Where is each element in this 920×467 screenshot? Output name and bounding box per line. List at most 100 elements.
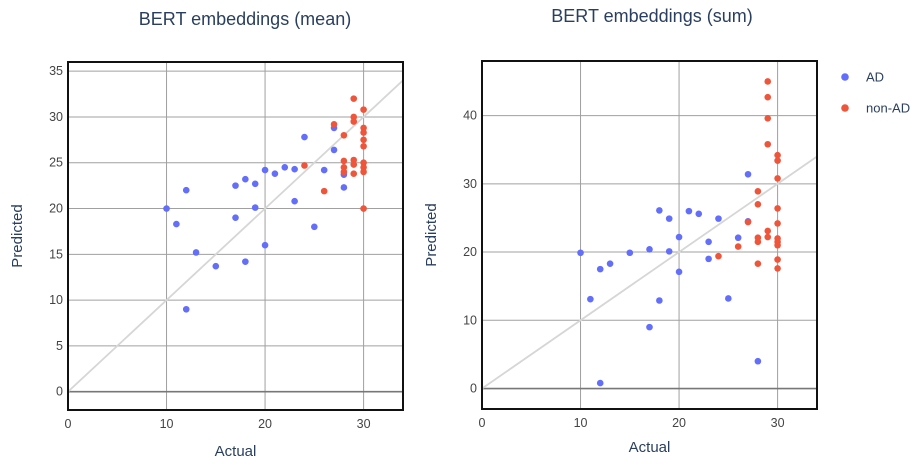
data-point	[360, 124, 367, 132]
data-point	[734, 243, 742, 250]
x-tick-label: 30	[357, 417, 371, 431]
data-point	[665, 248, 673, 255]
data-point	[705, 255, 712, 263]
data-point	[774, 241, 781, 249]
x-tick-label: 20	[258, 417, 272, 431]
data-point	[774, 220, 781, 227]
chart-1: 0 10 20 30 0 5 10 15 20 25 30 35 BERT embeddings (me…	[9, 9, 404, 460]
data-point	[764, 227, 772, 235]
data-point	[360, 142, 367, 150]
data-point	[774, 151, 781, 159]
data-point	[350, 170, 358, 178]
chart-2: 0 10 20 30 0 10 20 30 40 BERT embeddings (sum) Act…	[423, 6, 910, 456]
data-point	[320, 187, 328, 195]
legend-label: AD	[866, 70, 884, 85]
y-tick-label: 5	[56, 339, 63, 353]
data-point	[330, 120, 338, 128]
y-tick-label: 10	[463, 313, 477, 327]
data-point	[281, 164, 289, 171]
plot-frame	[481, 60, 818, 410]
x-tick-label: 30	[771, 416, 785, 430]
data-point	[646, 323, 653, 331]
data-point	[646, 246, 653, 253]
data-point	[340, 168, 348, 176]
data-point	[291, 165, 298, 173]
data-point	[360, 164, 367, 171]
data-point	[232, 214, 239, 221]
data-point	[212, 262, 220, 270]
data-point	[774, 205, 781, 212]
data-point	[350, 95, 358, 102]
data-point	[764, 140, 772, 148]
data-point	[695, 210, 703, 218]
data-point	[596, 379, 604, 387]
data-point	[744, 218, 752, 226]
data-point	[754, 260, 762, 267]
data-point	[665, 215, 673, 222]
data-point	[251, 204, 259, 211]
y-axis-label: Predicted	[423, 203, 440, 266]
data-point	[754, 200, 762, 208]
x-tick-label: 20	[672, 416, 686, 430]
data-point	[261, 241, 269, 249]
data-point	[626, 249, 634, 257]
data-point	[350, 113, 358, 121]
legend: AD non-AD	[841, 70, 910, 116]
data-point	[261, 166, 269, 174]
data-point	[656, 297, 663, 304]
data-point	[656, 207, 663, 214]
series-non-ad	[715, 78, 781, 272]
data-point	[734, 234, 742, 242]
data-point	[764, 78, 772, 85]
y-tick-label: 40	[463, 109, 477, 123]
reference-line	[481, 155, 818, 390]
x-tick-label: 0	[65, 417, 72, 431]
data-point	[251, 180, 259, 188]
reference-line	[67, 79, 404, 393]
legend-label: non-AD	[866, 101, 910, 116]
data-point	[182, 305, 190, 313]
legend-marker	[841, 104, 849, 112]
y-tick-label: 25	[49, 156, 63, 170]
data-point	[774, 175, 781, 182]
x-tick-label: 0	[479, 416, 486, 430]
data-point	[774, 157, 781, 164]
data-point	[340, 157, 348, 165]
data-point	[715, 252, 722, 260]
data-point	[774, 256, 781, 263]
data-point	[340, 131, 348, 139]
data-point	[764, 93, 772, 101]
data-point	[705, 238, 712, 246]
chart-title: BERT embeddings (mean)	[139, 9, 351, 29]
data-point	[360, 106, 367, 113]
data-point	[754, 188, 762, 195]
data-point	[360, 159, 367, 167]
plot-frame	[67, 61, 404, 411]
data-point	[232, 182, 239, 189]
data-point	[360, 205, 367, 212]
y-tick-label: 35	[49, 64, 63, 78]
series-ad	[577, 170, 762, 387]
data-point	[764, 115, 772, 122]
data-point	[577, 249, 584, 257]
y-tick-label: 20	[463, 245, 477, 259]
series-ad	[163, 124, 348, 313]
data-point	[587, 295, 594, 303]
x-axis-label: Actual	[629, 439, 671, 456]
data-point	[242, 175, 249, 183]
y-tick-label: 30	[463, 177, 477, 191]
data-point	[675, 233, 683, 241]
data-point	[350, 161, 358, 168]
data-point	[754, 357, 762, 365]
data-point	[330, 146, 338, 154]
data-point	[764, 233, 772, 241]
data-point	[715, 215, 722, 222]
data-point	[242, 258, 249, 265]
y-tick-label: 10	[49, 293, 63, 307]
data-point	[725, 295, 732, 302]
y-tick-label: 0	[470, 382, 477, 396]
data-point	[340, 164, 348, 171]
data-point	[350, 156, 358, 164]
data-point	[182, 186, 190, 194]
